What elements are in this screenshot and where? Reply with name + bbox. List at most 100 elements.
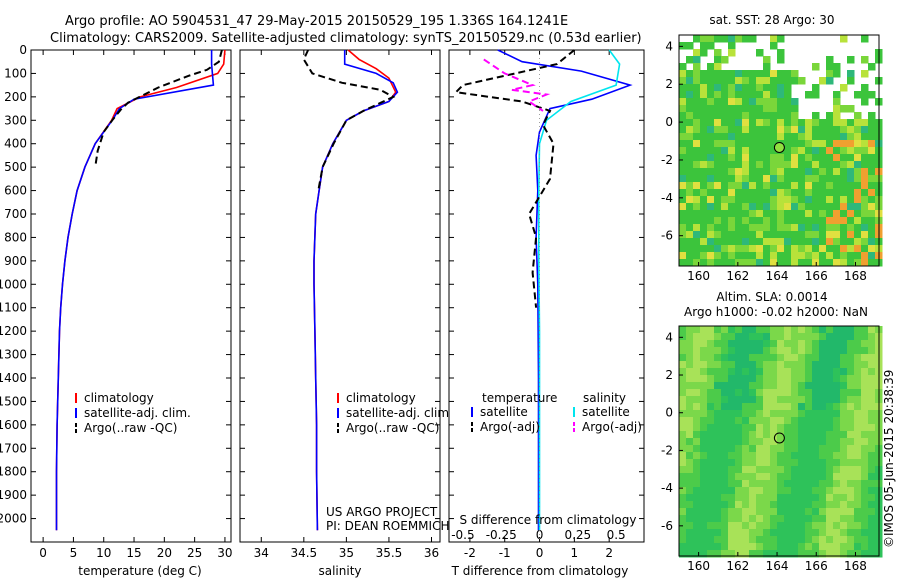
- map-cell: [784, 333, 792, 341]
- map-cell: [854, 389, 862, 397]
- map-cell: [742, 389, 750, 397]
- map-cell: [770, 91, 778, 99]
- map-cell: [840, 175, 848, 183]
- map-cell: [777, 56, 785, 64]
- map-cell: [742, 424, 750, 432]
- map-cell: [686, 487, 694, 495]
- map-cell: [847, 77, 855, 85]
- map-cell: [819, 445, 827, 453]
- map-cell: [728, 375, 736, 383]
- map-cell: [728, 126, 736, 134]
- map-cell: [854, 347, 862, 355]
- map-cell: [756, 326, 764, 334]
- map-cell: [714, 70, 722, 78]
- map-cell: [742, 126, 750, 134]
- map-cell: [763, 550, 771, 558]
- map-cell: [721, 452, 729, 460]
- map-cell: [742, 133, 750, 141]
- map-cell: [749, 231, 757, 239]
- map-cell: [742, 98, 750, 106]
- map-cell: [728, 175, 736, 183]
- map-cell: [868, 508, 876, 516]
- map-cell: [784, 196, 792, 204]
- map-cell: [700, 361, 708, 369]
- map-cell: [770, 403, 778, 411]
- map-cell: [812, 347, 820, 355]
- map-cell: [819, 168, 827, 176]
- map-cell: [868, 529, 876, 537]
- map-cell: [693, 49, 701, 57]
- map-cell: [742, 515, 750, 523]
- map-cell: [763, 259, 771, 267]
- map-cell: [679, 175, 687, 183]
- map-cell: [728, 508, 736, 516]
- map-cell: [777, 98, 785, 106]
- y-tick-label: 1400: [0, 371, 27, 385]
- map-cell: [777, 189, 785, 197]
- x-tick-label: 25: [187, 546, 202, 560]
- map-cell: [700, 259, 708, 267]
- map-cell: [854, 508, 862, 516]
- map-cell: [868, 133, 876, 141]
- map-cell: [763, 473, 771, 481]
- map-cell: [812, 168, 820, 176]
- map-cell: [777, 459, 785, 467]
- map-cell: [819, 501, 827, 509]
- project-pi: PI: DEAN ROEMMICH: [326, 519, 449, 533]
- map-cell: [756, 238, 764, 246]
- map-cell: [868, 431, 876, 439]
- map-cell: [777, 168, 785, 176]
- map-cell: [854, 203, 862, 211]
- map-cell: [861, 543, 869, 551]
- map-cell: [756, 424, 764, 432]
- map-cell: [742, 417, 750, 425]
- map-cell: [854, 536, 862, 544]
- map-cell: [784, 417, 792, 425]
- map-cell: [686, 382, 694, 390]
- map-cell: [763, 501, 771, 509]
- map-cell: [868, 175, 876, 183]
- map-cell: [826, 466, 834, 474]
- map-cell: [854, 217, 862, 225]
- map-cell: [770, 438, 778, 446]
- map-cell: [770, 424, 778, 432]
- map-cell: [847, 480, 855, 488]
- map-cell: [854, 112, 862, 120]
- map-cell: [847, 389, 855, 397]
- map-cell: [833, 389, 841, 397]
- map-cell: [798, 189, 806, 197]
- map-cell: [735, 224, 743, 232]
- map-cell: [812, 333, 820, 341]
- map-cell: [791, 466, 799, 474]
- map-cell: [770, 382, 778, 390]
- map-cell: [840, 466, 848, 474]
- salinity-xlabel: salinity: [318, 564, 361, 578]
- map-cell: [791, 445, 799, 453]
- map-cell: [756, 140, 764, 148]
- map-cell: [763, 168, 771, 176]
- map-cell: [749, 445, 757, 453]
- map-cell: [728, 77, 736, 85]
- map-cell: [728, 466, 736, 474]
- map-cell: [728, 168, 736, 176]
- y-tick-label: 1100: [0, 301, 27, 315]
- map-cell: [721, 515, 729, 523]
- map-cell: [833, 431, 841, 439]
- map-cell: [756, 473, 764, 481]
- map-cell: [861, 354, 869, 362]
- map-cell: [763, 536, 771, 544]
- map-cell: [763, 196, 771, 204]
- map-cell: [833, 501, 841, 509]
- map-cell: [819, 231, 827, 239]
- map-cell: [819, 224, 827, 232]
- map-cell: [714, 326, 722, 334]
- legend-label: satellite: [480, 405, 528, 419]
- map-cell: [735, 217, 743, 225]
- map-cell: [777, 245, 785, 253]
- map-cell: [686, 445, 694, 453]
- map-cell: [770, 147, 778, 155]
- map-cell: [749, 452, 757, 460]
- x-tick-label: 164: [766, 269, 789, 283]
- map-cell: [763, 140, 771, 148]
- map-cell: [707, 389, 715, 397]
